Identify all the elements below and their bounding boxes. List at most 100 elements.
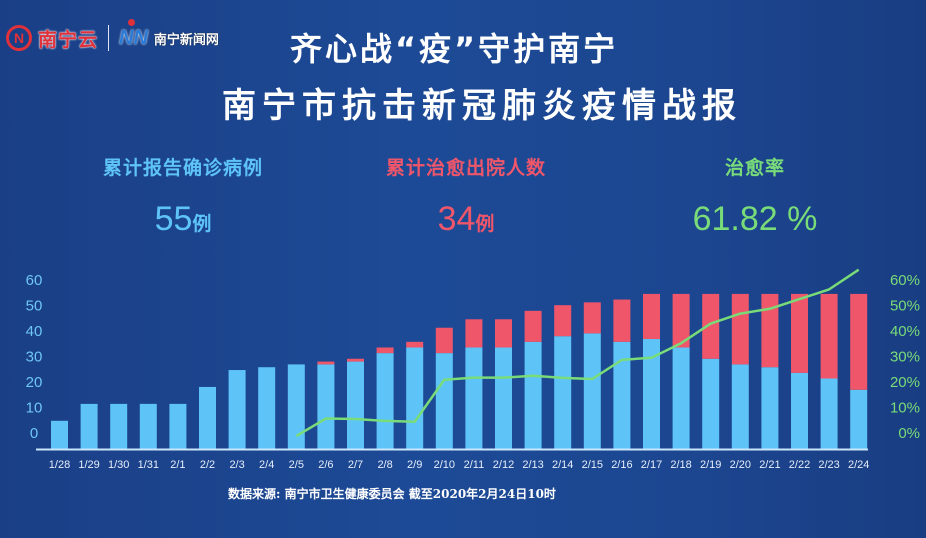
x-axis-label: 2/24: [848, 459, 869, 471]
bar-active: [139, 403, 157, 449]
bar-active: [791, 372, 808, 449]
bar-cured: [524, 310, 542, 342]
bar-cured: [317, 361, 335, 365]
bar-cured: [376, 347, 394, 354]
bar-cured: [702, 293, 720, 359]
x-axis-label: 2/9: [407, 459, 422, 471]
nanning-cloud-logo-icon: N: [6, 25, 32, 51]
bar-active: [199, 386, 216, 449]
bar-active: [554, 336, 572, 449]
bar-cured: [347, 358, 364, 362]
right-axis-tick: 40%: [890, 323, 920, 340]
right-axis-tick: 60%: [890, 272, 920, 289]
bar-active: [643, 339, 660, 449]
x-axis-label: 1/31: [138, 459, 159, 471]
x-axis-label: 2/7: [348, 459, 363, 471]
x-axis-label: 2/8: [377, 459, 392, 471]
bar-active: [228, 370, 246, 449]
bar-active: [524, 341, 542, 449]
stat-value: 34例: [437, 200, 495, 238]
x-axis-label: 2/2: [200, 459, 215, 471]
left-axis-tick: 10: [26, 400, 43, 417]
bar-cured: [435, 327, 453, 354]
x-axis-label: 2/22: [789, 459, 810, 471]
x-axis-label: 2/16: [611, 459, 632, 471]
bar-active: [51, 420, 68, 449]
headline-line-1: 齐心战“疫”守护南宁: [290, 30, 619, 68]
bar-active: [731, 364, 749, 449]
x-axis-label: 1/28: [49, 459, 70, 471]
left-axis-tick: 30: [26, 349, 43, 366]
right-axis-tick: 50%: [890, 298, 920, 315]
bar-active: [583, 333, 601, 449]
bar-cured: [406, 341, 424, 348]
x-axis-label: 2/6: [318, 459, 333, 471]
bar-active: [820, 378, 838, 449]
x-axis-label: 2/11: [464, 459, 485, 471]
bar-active: [258, 367, 276, 449]
bar-active: [287, 364, 305, 449]
stat-confirmed: 累计报告确诊病例 55例: [88, 153, 278, 239]
bar-active: [495, 347, 512, 449]
bar-cured: [583, 302, 601, 334]
right-axis-tick: 20%: [890, 374, 920, 391]
left-axis-tick: 50: [26, 298, 43, 315]
right-axis-tick: 30%: [890, 349, 920, 366]
nanning-news-logo-icon: NN: [119, 18, 148, 50]
bar-active: [376, 353, 394, 449]
left-axis-tick: 20: [26, 374, 43, 391]
x-axis-label: 2/4: [259, 459, 274, 471]
bar-active: [850, 389, 868, 449]
nanning-news-logo-text: 南宁新闻网: [153, 32, 219, 48]
bar-cured: [672, 293, 690, 348]
x-axis-label: 2/12: [493, 459, 514, 471]
stat-cure-rate: 治愈率 61.82 %: [680, 153, 830, 239]
x-axis-label: 2/23: [818, 459, 839, 471]
bar-cured: [850, 293, 868, 390]
x-axis-label: 2/18: [670, 459, 691, 471]
left-axis-tick: 0: [30, 425, 38, 442]
bar-active: [347, 361, 364, 449]
left-axis-tick: 60: [26, 272, 43, 289]
bar-active: [613, 341, 631, 449]
nanning-cloud-logo-text: 南宁云: [38, 28, 99, 51]
x-axis-label: 2/10: [434, 459, 455, 471]
stat-value: 61.82 %: [692, 200, 818, 238]
bar-cured: [761, 293, 779, 368]
bar-cured: [643, 293, 660, 340]
bar-cured: [465, 319, 483, 348]
stat-label: 累计治愈出院人数: [385, 157, 546, 179]
bar-active: [169, 403, 187, 449]
bar-active: [80, 403, 98, 449]
bar-active: [435, 353, 453, 449]
bar-active: [702, 358, 720, 449]
logo-divider: [108, 25, 110, 51]
bar-cured: [495, 319, 512, 348]
bar-active: [406, 347, 424, 449]
bar-cured: [791, 293, 808, 373]
bar-cured: [613, 299, 631, 342]
right-axis-tick: 10%: [890, 400, 920, 417]
x-axis-label: 2/5: [289, 459, 304, 471]
x-axis-label: 2/17: [641, 459, 662, 471]
stat-value: 55例: [154, 200, 212, 238]
x-axis-label: 2/20: [730, 459, 751, 471]
x-axis-label: 2/15: [582, 459, 603, 471]
stat-cured: 累计治愈出院人数 34例: [366, 153, 566, 239]
x-axis-label: 1/30: [108, 459, 129, 471]
bar-active: [110, 403, 128, 449]
bar-active: [672, 347, 690, 449]
cases-chart: 0 10 20 30 40 50 60 0% 10% 20% 30% 40% 50% 60% 1/28 1/2…: [26, 268, 920, 471]
cure-rate-line: [295, 268, 860, 438]
x-axis-label: 1/29: [78, 459, 99, 471]
bar-active: [761, 367, 779, 449]
data-source-note: 数据来源: 南宁市卫生健康委员会 截至2020年2月24日10时: [228, 487, 556, 501]
bar-cured: [820, 293, 838, 379]
logo-area: N 南宁云 NN 南宁新闻网: [6, 18, 219, 56]
stat-label: 治愈率: [724, 157, 785, 179]
x-axis-label: 2/3: [229, 459, 244, 471]
headline-line-2: 南宁市抗击新冠肺炎疫情战报: [222, 86, 742, 126]
right-axis-tick: 0%: [898, 425, 920, 442]
x-axis-label: 2/19: [700, 459, 721, 471]
x-axis-label: 2/13: [522, 459, 543, 471]
